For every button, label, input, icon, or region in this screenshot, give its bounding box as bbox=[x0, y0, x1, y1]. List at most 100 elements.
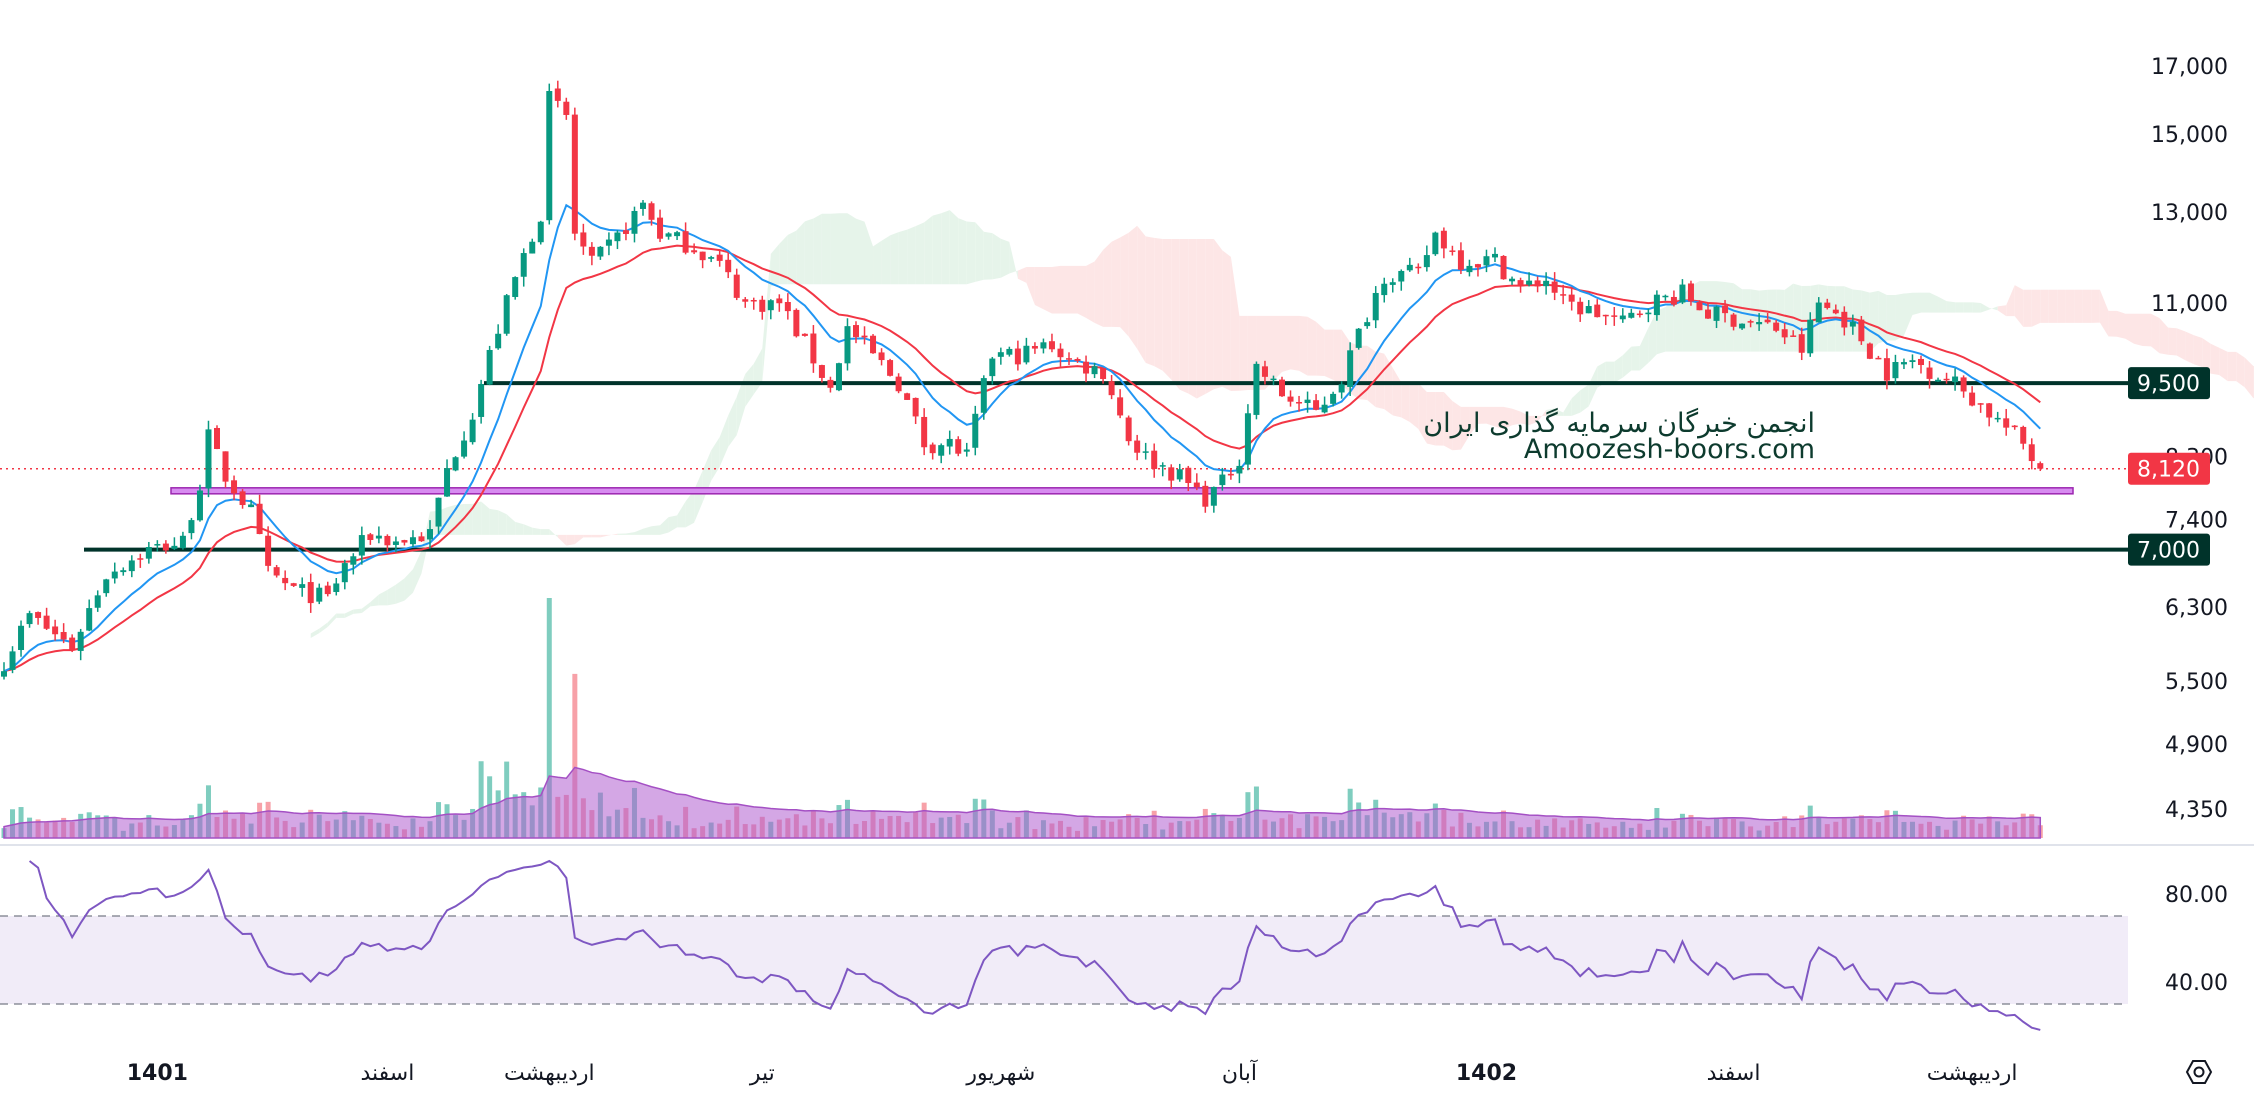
cloud-segment bbox=[2244, 357, 2254, 398]
candle-body bbox=[1918, 358, 1924, 366]
candle-body bbox=[461, 440, 468, 457]
candle-body bbox=[878, 352, 885, 361]
candle bbox=[265, 526, 272, 572]
candle-body bbox=[1773, 322, 1780, 331]
candle-body bbox=[571, 114, 578, 234]
cloud-segment bbox=[728, 396, 737, 447]
candle-body bbox=[384, 535, 391, 546]
cloud-segment bbox=[2202, 337, 2211, 374]
candle-body bbox=[1500, 255, 1507, 280]
candle bbox=[128, 555, 135, 578]
cloud-segment bbox=[1060, 265, 1069, 314]
candle-body bbox=[904, 393, 911, 400]
candle-body bbox=[1960, 377, 1967, 392]
candle bbox=[1372, 286, 1379, 329]
cloud-segment bbox=[2048, 289, 2058, 323]
candle-body bbox=[375, 535, 382, 539]
cloud-segment bbox=[1409, 383, 1419, 429]
candle bbox=[1807, 312, 1814, 357]
cloud-segment bbox=[975, 222, 984, 282]
candle bbox=[1006, 346, 1013, 357]
candle-body bbox=[427, 529, 433, 540]
candle-body bbox=[1585, 306, 1592, 314]
candle bbox=[1474, 263, 1481, 277]
candle bbox=[1389, 278, 1396, 293]
candle bbox=[1585, 300, 1592, 314]
candle-body bbox=[444, 468, 451, 497]
candle bbox=[1798, 327, 1805, 361]
candle bbox=[742, 297, 749, 308]
candle bbox=[1500, 255, 1507, 280]
candle bbox=[401, 539, 408, 546]
candle-body bbox=[69, 637, 76, 651]
candle-body bbox=[1900, 362, 1907, 365]
candle-body bbox=[1057, 348, 1064, 358]
candle bbox=[750, 297, 757, 310]
candle-body bbox=[120, 570, 127, 573]
cloud-segment bbox=[1128, 225, 1138, 349]
candle bbox=[801, 333, 808, 337]
candle bbox=[1543, 272, 1550, 295]
candle bbox=[478, 379, 485, 424]
cloud-segment bbox=[770, 243, 780, 287]
time-axis: 1401 اسفند اردیبهشت تیر شهریور آبان 1402 اسفند ا… bbox=[127, 1059, 2018, 1086]
cloud-segment bbox=[1000, 238, 1010, 278]
candle-body bbox=[1006, 348, 1013, 355]
candle-body bbox=[43, 615, 50, 629]
candle-body bbox=[1849, 321, 1856, 327]
candle-body bbox=[231, 480, 238, 494]
candle bbox=[77, 628, 84, 661]
candle-body bbox=[1474, 264, 1481, 268]
cloud-segment bbox=[370, 594, 379, 607]
candle bbox=[367, 532, 374, 545]
cloud-segment bbox=[2108, 310, 2117, 337]
candle-body bbox=[162, 543, 169, 551]
candle bbox=[2020, 425, 2027, 450]
candle bbox=[384, 534, 391, 552]
cloud-segment bbox=[1759, 289, 1768, 352]
cloud-segment bbox=[549, 529, 558, 538]
cloud-segment bbox=[1878, 290, 1887, 344]
cloud-segment bbox=[1051, 265, 1061, 314]
cloud-segment bbox=[821, 213, 831, 285]
candle-body bbox=[853, 325, 859, 338]
candle bbox=[716, 249, 723, 267]
cloud-segment bbox=[532, 527, 541, 535]
candle bbox=[835, 362, 842, 392]
cloud-segment bbox=[2227, 351, 2237, 382]
candle bbox=[290, 582, 297, 587]
candle-body bbox=[648, 203, 655, 220]
candle-body bbox=[1074, 358, 1081, 361]
candle-body bbox=[35, 612, 42, 618]
candle bbox=[929, 442, 936, 460]
cloud-segment bbox=[1929, 292, 1939, 313]
cloud-segment bbox=[1972, 302, 1981, 313]
cloud-segment bbox=[1043, 267, 1052, 314]
candle bbox=[94, 590, 101, 612]
candle bbox=[1423, 245, 1430, 272]
candle-body bbox=[26, 613, 33, 625]
cloud-segment bbox=[1495, 406, 1504, 430]
cloud-segment bbox=[1946, 301, 1956, 313]
cloud-segment bbox=[498, 510, 507, 535]
volume-bar bbox=[546, 598, 552, 838]
candle bbox=[341, 559, 348, 590]
candle-body bbox=[980, 378, 987, 413]
candle bbox=[1764, 312, 1771, 324]
cloud-segment bbox=[915, 222, 925, 285]
candle-body bbox=[1696, 302, 1703, 311]
candle-body bbox=[1210, 486, 1217, 506]
cloud-segment bbox=[2023, 289, 2032, 327]
candle-body bbox=[77, 631, 84, 651]
cloud-segment bbox=[1111, 237, 1121, 328]
candle-body bbox=[725, 259, 732, 273]
candle-body bbox=[1313, 400, 1320, 410]
candle-body bbox=[350, 556, 357, 565]
gear-icon[interactable] bbox=[2185, 1060, 2213, 1084]
candle-body bbox=[793, 309, 800, 337]
candle-body bbox=[1134, 440, 1141, 453]
price-tick: 11,000 bbox=[2151, 292, 2228, 317]
cloud-segment bbox=[600, 534, 609, 538]
cloud-segment bbox=[1903, 292, 1913, 336]
